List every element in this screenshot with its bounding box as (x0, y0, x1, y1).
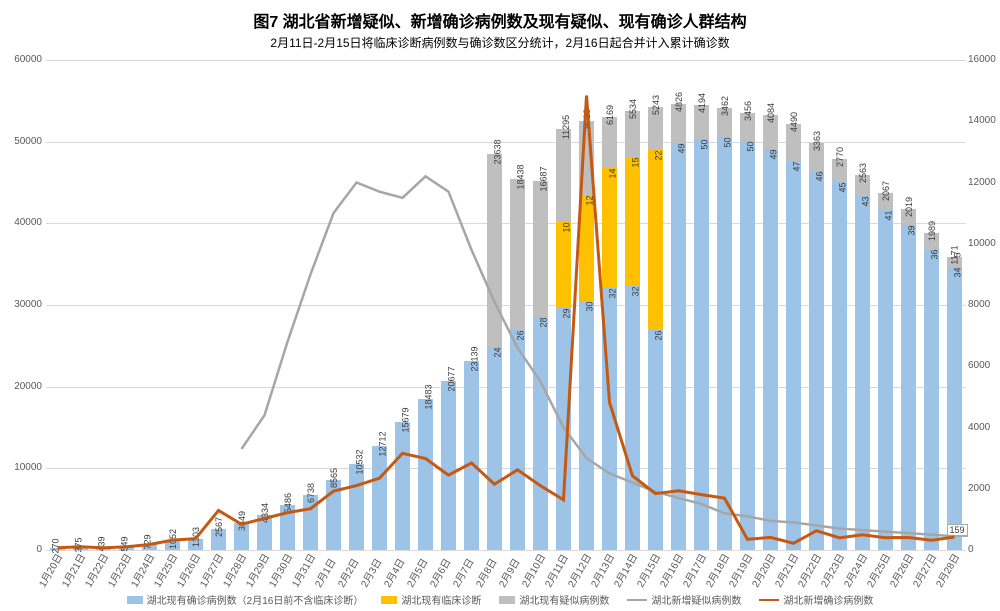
y-left-tick-label: 10000 (2, 462, 42, 473)
chart-subtitle: 2月11日-2月15日将临床诊断病例数与确诊数区分统计，2月16日起合并计入累计… (0, 34, 1000, 51)
legend-item: 湖北新增确诊病例数 (759, 592, 873, 607)
legend-label: 湖北现有确诊病例数（2月16日前不含临床诊断） (147, 592, 364, 607)
y-right-tick-label: 2000 (968, 483, 1000, 494)
line-layer (46, 60, 966, 550)
line-new-confirmed (58, 96, 955, 548)
y-right-tick-label: 12000 (968, 177, 1000, 188)
x-tick-label: 2月2日 (333, 555, 362, 589)
y-left-tick-label: 30000 (2, 299, 42, 310)
y-left-tick-label: 40000 (2, 217, 42, 228)
legend-item: 湖北现有疑似病例数 (499, 592, 609, 607)
x-tick-label: 2月6日 (425, 555, 454, 589)
plot-area: 0100002000030000400005000060000020004000… (46, 60, 966, 550)
legend-label: 湖北现有疑似病例数 (519, 592, 609, 607)
y-right-tick-label: 0 (968, 544, 1000, 555)
legend-item: 湖北新增疑似病例数 (627, 592, 741, 607)
chart-container: 图7 湖北省新增疑似、新增确诊病例数及现有疑似、现有确诊人群结构 2月11日-2… (0, 0, 1000, 611)
legend-swatch (381, 596, 397, 604)
y-right-tick-label: 14000 (968, 115, 1000, 126)
legend-swatch (627, 599, 647, 601)
legend-item: 湖北现有确诊病例数（2月16日前不含临床诊断） (127, 592, 364, 607)
legend-swatch (127, 596, 143, 604)
legend-swatch (499, 596, 515, 604)
legend-label: 湖北新增确诊病例数 (783, 592, 873, 607)
y-right-tick-label: 6000 (968, 360, 1000, 371)
legend-item: 湖北现有临床诊断 (381, 592, 481, 607)
y-right-tick-label: 16000 (968, 54, 1000, 65)
gridline (46, 550, 966, 551)
y-right-tick-label: 8000 (968, 299, 1000, 310)
y-left-tick-label: 50000 (2, 136, 42, 147)
x-tick-label: 2月9日 (494, 555, 523, 589)
y-left-tick-label: 20000 (2, 381, 42, 392)
legend-swatch (759, 599, 779, 601)
chart-title: 图7 湖北省新增疑似、新增确诊病例数及现有疑似、现有确诊人群结构 (0, 0, 1000, 32)
x-tick-label: 2月5日 (402, 555, 431, 589)
x-tick-label: 2月8日 (471, 555, 500, 589)
y-right-tick-label: 4000 (968, 422, 1000, 433)
x-tick-label: 2月4日 (379, 555, 408, 589)
y-right-tick-label: 10000 (968, 238, 1000, 249)
x-tick-label: 2月3日 (356, 555, 385, 589)
x-tick-label: 2月7日 (448, 555, 477, 589)
y-left-tick-label: 0 (2, 544, 42, 555)
legend: 湖北现有确诊病例数（2月16日前不含临床诊断） 湖北现有临床诊断 湖北现有疑似病例数… (0, 592, 1000, 607)
legend-label: 湖北新增疑似病例数 (651, 592, 741, 607)
legend-label: 湖北现有临床诊断 (401, 592, 481, 607)
y-left-tick-label: 60000 (2, 54, 42, 65)
